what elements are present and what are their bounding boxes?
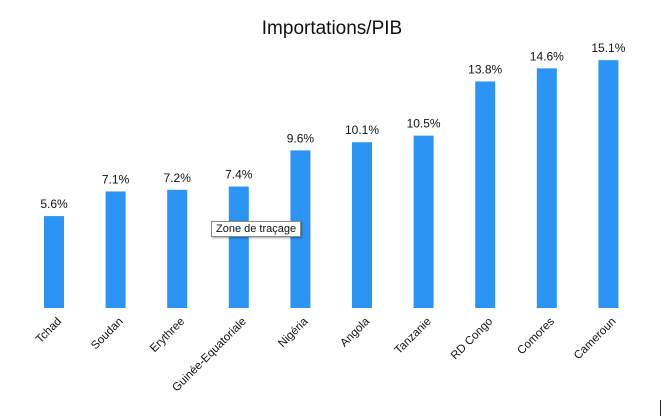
value-label-nigeria: 9.6%	[287, 131, 315, 145]
bar-angola[interactable]	[352, 142, 372, 308]
category-label-erythree: Erythree	[148, 316, 187, 355]
category-label-tchad: Tchad	[34, 316, 64, 346]
value-label-soudan: 7.1%	[102, 172, 130, 186]
bar-cameroun[interactable]	[598, 60, 619, 308]
bar-tchad[interactable]	[44, 216, 64, 308]
value-label-cameroun: 15.1%	[591, 41, 625, 55]
bar-soudan[interactable]	[105, 191, 126, 308]
plot-area-tooltip: Zone de traçage	[211, 221, 302, 237]
value-label-erythree: 7.2%	[164, 171, 192, 185]
bar-comores[interactable]	[536, 68, 557, 308]
value-label-tanzanie: 10.5%	[407, 117, 441, 131]
value-label-tchad: 5.6%	[40, 197, 68, 211]
text-cursor-icon	[660, 400, 661, 416]
category-label-comores: Comores	[515, 315, 557, 357]
value-label-angola: 10.1%	[345, 123, 379, 137]
chart-title: Importations/PIB	[261, 18, 403, 39]
category-label-cameroun: Cameroun	[572, 316, 618, 362]
category-label-tanzanie: Tanzanie	[393, 316, 434, 357]
category-label-soudan: Soudan	[89, 316, 126, 353]
value-label-guinee-equatoriale: 7.4%	[225, 168, 253, 182]
category-label-angola: Angola	[338, 315, 372, 349]
bar-erythree[interactable]	[167, 189, 188, 308]
category-label-nigeria: Nigéria	[276, 315, 311, 350]
bar-rd-congo[interactable]	[475, 81, 496, 309]
bar-guinee-equatoriale[interactable]	[228, 186, 249, 308]
value-label-rd-congo: 13.8%	[468, 62, 502, 76]
bar-tanzanie[interactable]	[413, 135, 434, 308]
value-label-comores: 14.6%	[530, 49, 564, 63]
category-label-rd-congo: RD Congo	[449, 316, 495, 362]
